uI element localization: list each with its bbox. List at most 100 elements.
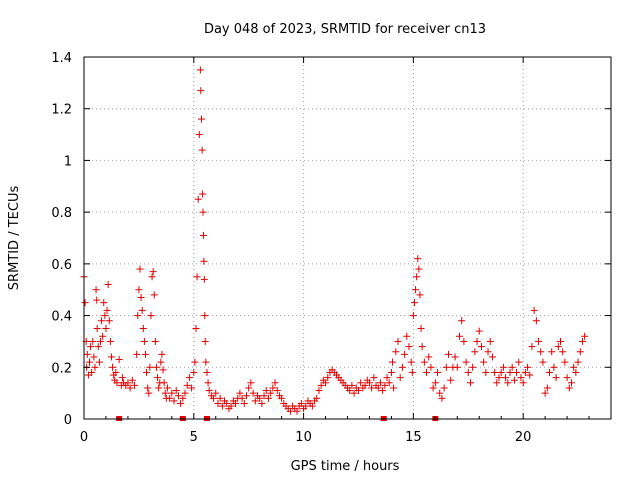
y-tick-label: 1.4 [51,51,72,66]
data-point [554,343,562,351]
y-tick-label: 1 [64,154,72,169]
data-point [390,384,398,392]
data-point [174,392,182,400]
data-point [528,343,536,351]
data-point [106,337,114,345]
data-point [148,273,156,281]
data-point [354,387,362,395]
y-tick-label: 0.4 [51,310,72,325]
data-point [559,348,567,356]
data-point [150,291,158,299]
data-point [113,379,121,387]
data-series-srmtid [80,66,589,415]
data-point [445,350,453,358]
data-point [418,343,426,351]
data-point [480,358,488,366]
data-point [469,363,477,371]
data-point [466,379,474,387]
data-point [269,384,277,392]
data-point [302,402,310,410]
data-point [190,368,198,376]
data-point [236,389,244,397]
data-point [458,317,466,325]
data-point [346,387,354,395]
data-point [104,281,112,289]
data-point [519,379,527,387]
data-point [91,363,99,371]
data-point [455,332,463,340]
data-point [200,275,208,283]
chart-title: Day 048 of 2023, SRMTID for receiver cn1… [204,22,486,37]
data-point [383,374,391,382]
data-point [550,363,558,371]
data-point [376,379,384,387]
data-point [145,389,153,397]
x-axis-ticks: 0 5 10 15 20 [80,57,612,445]
data-point [195,131,203,139]
data-point [510,376,518,384]
data-point [477,343,485,351]
data-point [159,366,167,374]
data-point [177,399,185,407]
data-point [357,379,365,387]
data-point [89,337,97,345]
data-point [197,87,205,95]
data-point [324,374,332,382]
grid [84,57,611,419]
data-point [348,381,356,389]
data-point [264,394,272,402]
data-point [425,353,433,361]
data-point [198,146,206,154]
x-tick-label: 5 [190,430,198,445]
data-point [473,337,481,345]
data-point [124,379,132,387]
data-point [126,384,134,392]
data-point [546,368,554,376]
data-point [128,376,136,384]
data-point [521,368,529,376]
data-point [451,353,459,361]
data-point [504,379,512,387]
data-point [502,374,510,382]
data-point [103,306,111,314]
data-point [412,286,420,294]
x-axis-label: GPS time / hours [291,459,400,474]
data-point [508,363,516,371]
data-point [403,332,411,340]
data-point [267,389,275,397]
data-point [101,312,109,320]
data-point [183,381,191,389]
data-point [242,392,250,400]
data-point [109,363,117,371]
plot-frame [83,56,612,420]
data-point [410,299,418,307]
data-point [196,66,204,74]
data-point [532,317,540,325]
data-point [381,381,389,389]
data-point [401,350,409,358]
data-point [214,399,222,407]
data-point [93,296,101,304]
x-tick-label: 20 [515,430,532,445]
data-point [100,299,108,307]
data-point [88,368,96,376]
data-point [581,332,589,340]
data-point [157,358,165,366]
data-point [416,291,424,299]
data-point [515,358,523,366]
data-point [317,381,325,389]
data-point [151,337,159,345]
data-point [394,337,402,345]
data-point [565,384,573,392]
data-point [98,317,106,325]
data-point [524,363,532,371]
data-point [374,384,382,392]
data-point [240,399,248,407]
data-point [199,190,207,198]
data-point [143,368,151,376]
data-point [141,350,149,358]
data-point [251,397,259,405]
data-point [212,389,220,397]
data-point [210,394,218,402]
y-tick-label: 0 [64,413,72,428]
